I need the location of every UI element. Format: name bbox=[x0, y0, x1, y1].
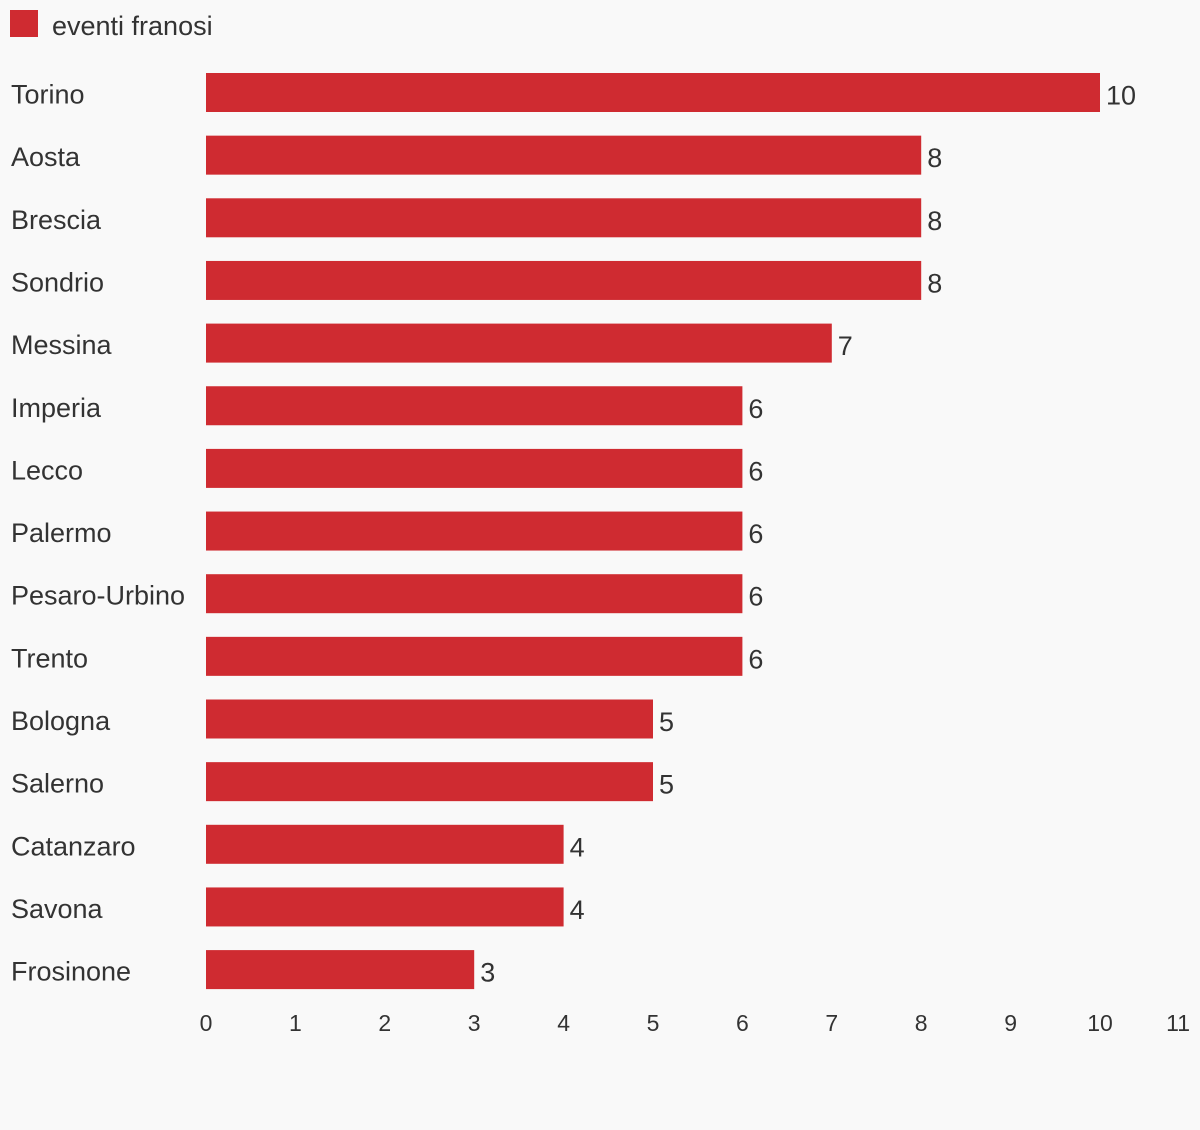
data-label: 3 bbox=[480, 958, 495, 988]
x-tick-label: 10 bbox=[1087, 1010, 1113, 1036]
bar bbox=[206, 950, 475, 990]
data-label: 8 bbox=[927, 268, 942, 298]
category-label: Sondrio bbox=[11, 267, 104, 297]
category-label: Catanzaro bbox=[11, 831, 136, 861]
x-tick-label: 0 bbox=[200, 1010, 213, 1036]
category-label: Brescia bbox=[11, 205, 102, 235]
x-axis-ticks: 0 1 2 3 4 5 6 7 8 9 10 11 bbox=[200, 1010, 1190, 1036]
data-label: 6 bbox=[748, 456, 763, 486]
x-tick-label: 5 bbox=[647, 1010, 660, 1036]
x-tick-label: 11 bbox=[1166, 1010, 1190, 1036]
bar bbox=[206, 323, 832, 363]
data-label: 10 bbox=[1106, 81, 1136, 111]
category-label: Salerno bbox=[11, 769, 104, 799]
x-tick-label: 4 bbox=[557, 1010, 570, 1036]
category-label: Bologna bbox=[11, 706, 111, 736]
bars bbox=[206, 73, 1100, 990]
value-labels: 10 8 8 8 7 6 6 6 6 6 5 5 4 4 3 bbox=[480, 81, 1136, 988]
category-label: Palermo bbox=[11, 518, 112, 548]
data-label: 5 bbox=[659, 707, 674, 737]
category-labels: Torino Aosta Brescia Sondrio Messina Imperia L… bbox=[11, 80, 185, 987]
bar bbox=[206, 824, 564, 864]
category-label: Trento bbox=[11, 643, 88, 673]
bar bbox=[206, 636, 743, 676]
category-label: Imperia bbox=[11, 393, 102, 423]
category-label: Savona bbox=[11, 894, 104, 924]
category-label: Frosinone bbox=[11, 957, 131, 987]
x-tick-label: 8 bbox=[915, 1010, 928, 1036]
category-label: Pesaro-Urbino bbox=[11, 581, 185, 611]
legend-label: eventi franosi bbox=[52, 11, 213, 41]
legend: eventi franosi bbox=[10, 10, 213, 41]
bar bbox=[206, 135, 922, 175]
data-label: 6 bbox=[748, 519, 763, 549]
x-tick-label: 1 bbox=[289, 1010, 302, 1036]
bar bbox=[206, 699, 653, 739]
bar bbox=[206, 574, 743, 614]
data-label: 6 bbox=[748, 582, 763, 612]
category-label: Torino bbox=[11, 80, 85, 110]
data-label: 8 bbox=[927, 206, 942, 236]
x-tick-label: 9 bbox=[1004, 1010, 1017, 1036]
x-tick-label: 6 bbox=[736, 1010, 749, 1036]
data-label: 6 bbox=[748, 394, 763, 424]
bar bbox=[206, 511, 743, 551]
bar bbox=[206, 198, 922, 238]
x-tick-label: 3 bbox=[468, 1010, 481, 1036]
data-label: 4 bbox=[570, 895, 585, 925]
bar bbox=[206, 73, 1100, 112]
legend-swatch bbox=[10, 10, 38, 37]
bar bbox=[206, 887, 564, 927]
x-tick-label: 2 bbox=[378, 1010, 391, 1036]
data-label: 4 bbox=[570, 832, 585, 862]
data-label: 7 bbox=[838, 331, 853, 361]
bar bbox=[206, 260, 922, 300]
category-label: Lecco bbox=[11, 455, 83, 485]
data-label: 8 bbox=[927, 143, 942, 173]
data-label: 5 bbox=[659, 770, 674, 800]
category-label: Messina bbox=[11, 330, 113, 360]
x-tick-label: 7 bbox=[825, 1010, 838, 1036]
bar bbox=[206, 386, 743, 426]
data-label: 6 bbox=[748, 644, 763, 674]
bar bbox=[206, 762, 653, 802]
category-label: Aosta bbox=[11, 142, 81, 172]
bar bbox=[206, 448, 743, 488]
